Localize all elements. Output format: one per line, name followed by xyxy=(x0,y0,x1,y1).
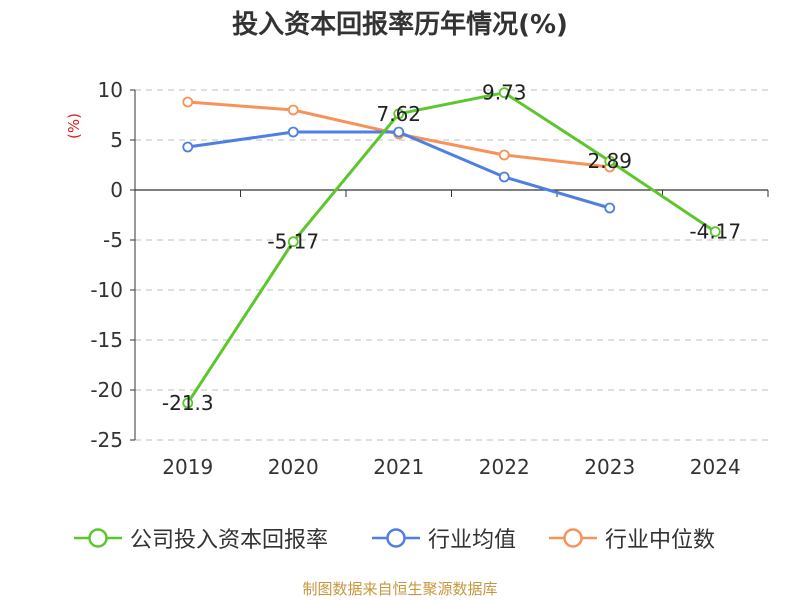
data-label: -4.17 xyxy=(689,220,741,244)
x-tick-label: 2019 xyxy=(162,455,213,479)
legend-label: 行业均值 xyxy=(428,528,517,553)
y-tick-label: 10 xyxy=(98,78,123,102)
x-tick-label: 2020 xyxy=(268,455,319,479)
axes: 10 5 0 -5 -10 -15 -20 -25 2019 2020 2021 2022 2023 20… xyxy=(90,78,769,479)
data-point xyxy=(604,202,616,214)
legend-item[interactable]: 公司投入资本回报率 xyxy=(72,520,328,556)
data-point xyxy=(393,108,405,120)
data-point xyxy=(709,226,721,238)
series xyxy=(182,87,721,409)
legend-circle xyxy=(386,528,406,548)
series-line xyxy=(187,130,611,210)
source-note: 制图数据来自恒生聚源数据库 xyxy=(302,580,498,598)
data-point xyxy=(393,126,405,138)
x-tick-label: 2021 xyxy=(373,455,424,479)
legend-circle xyxy=(88,528,108,548)
x-tick-label: 2023 xyxy=(584,455,635,479)
legend-marker xyxy=(372,528,420,548)
data-point xyxy=(498,171,510,183)
data-point xyxy=(287,126,299,138)
data-point xyxy=(287,104,299,116)
y-axis-title: (%) xyxy=(65,113,83,139)
data-label: 2.89 xyxy=(587,149,632,173)
chart-title: 投入资本回报率历年情况(%) xyxy=(232,10,568,40)
data-point xyxy=(498,87,510,99)
data-point xyxy=(182,141,194,153)
legend-item[interactable]: 行业中位数 xyxy=(547,520,715,556)
series-0 xyxy=(182,87,721,409)
y-tick-label: 0 xyxy=(110,178,123,202)
y-tick-label: -10 xyxy=(90,278,123,302)
data-label: -5.17 xyxy=(267,230,319,254)
data-labels: -21.3 -5.17 7.62 9.73 2.89 -4.17 xyxy=(162,81,741,415)
legend-marker xyxy=(74,528,122,548)
legend-marker xyxy=(549,528,597,548)
series-line xyxy=(186,91,717,404)
y-tick-label: -20 xyxy=(90,378,123,402)
data-point xyxy=(604,155,616,167)
y-tick-label: 5 xyxy=(110,128,123,152)
data-label: 7.62 xyxy=(376,102,421,126)
x-tick-label: 2024 xyxy=(690,455,741,479)
y-tick-label: -25 xyxy=(90,428,123,452)
data-label: 9.73 xyxy=(482,81,527,105)
x-tick-label: 2022 xyxy=(479,455,530,479)
line-chart: 10 5 0 -5 -10 -15 -20 -25 2019 2020 2021 2022 2023 20… xyxy=(65,78,769,479)
legend-circle xyxy=(563,528,583,548)
data-point xyxy=(182,96,194,108)
data-point xyxy=(182,397,194,409)
legend-item[interactable]: 行业均值 xyxy=(370,520,516,556)
series-1 xyxy=(182,126,616,214)
y-tick-label: -15 xyxy=(90,328,123,352)
legend-label: 公司投入资本回报率 xyxy=(130,528,329,553)
legend: 公司投入资本回报率 行业均值 行业中位数 xyxy=(0,520,800,556)
y-tick-label: -5 xyxy=(103,228,123,252)
data-point xyxy=(287,236,299,248)
data-label: -21.3 xyxy=(162,391,214,415)
legend-label: 行业中位数 xyxy=(605,528,716,553)
data-point xyxy=(498,149,510,161)
